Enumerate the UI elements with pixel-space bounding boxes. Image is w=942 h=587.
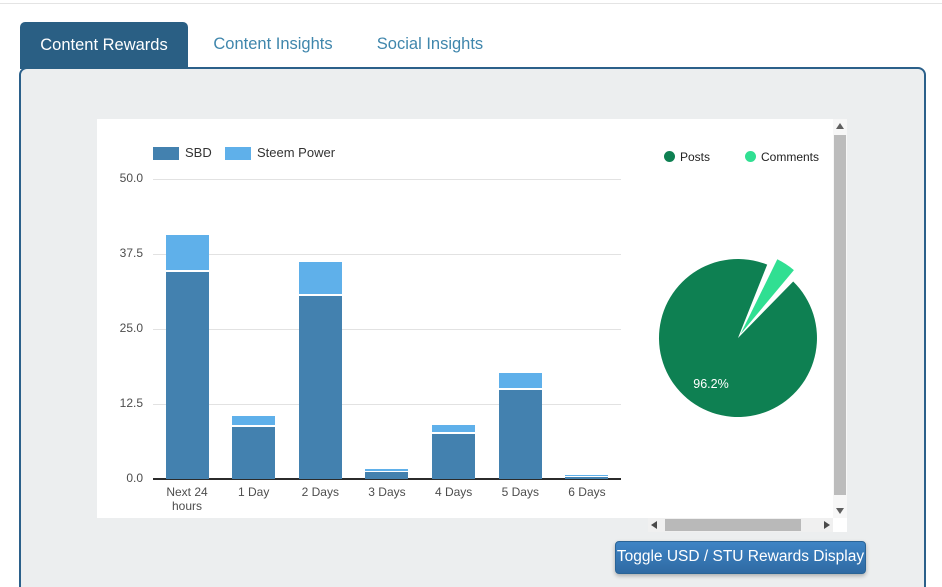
gridline xyxy=(153,254,621,255)
gridline xyxy=(153,179,621,180)
comments-legend-label: Comments xyxy=(761,150,820,164)
bar-segment-sbd[interactable] xyxy=(365,471,409,479)
bar-segment-steem-power[interactable] xyxy=(365,469,409,472)
bar-segment-steem-power[interactable] xyxy=(165,234,209,272)
vertical-scroll-thumb[interactable] xyxy=(834,135,846,495)
content-panel: SBD Steem Power 50.0 37.5 25.0 12.5 0.0 Next … xyxy=(19,67,926,587)
sbd-legend-swatch xyxy=(153,147,179,160)
bar-segment-steem-power[interactable] xyxy=(565,474,609,477)
x-axis-category-label: 5 Days xyxy=(501,485,539,499)
comments-legend-dot xyxy=(745,151,756,162)
tab-social-insights[interactable]: Social Insights xyxy=(376,35,484,53)
toggle-rewards-display-button[interactable]: Toggle USD / STU Rewards Display xyxy=(615,541,866,574)
bar-segment-sbd[interactable] xyxy=(232,426,276,479)
gridline xyxy=(153,329,621,330)
x-axis-baseline xyxy=(153,478,621,480)
posts-legend-label: Posts xyxy=(680,150,711,164)
vertical-scrollbar[interactable] xyxy=(833,119,847,518)
scrollbar-corner xyxy=(833,518,847,532)
posts-legend-dot xyxy=(664,151,675,162)
scroll-up-button[interactable] xyxy=(833,119,847,133)
bar-segment-sbd[interactable] xyxy=(298,296,342,479)
chart-card: SBD Steem Power 50.0 37.5 25.0 12.5 0.0 Next … xyxy=(97,119,833,518)
bar-segment-steem-power[interactable] xyxy=(232,415,276,427)
x-axis-category-label: 2 Days xyxy=(301,485,339,499)
scroll-right-button[interactable] xyxy=(819,518,833,532)
y-tick-label: 25.0 xyxy=(119,321,143,335)
y-tick-label: 0.0 xyxy=(126,471,143,485)
pie-slice-comments[interactable] xyxy=(740,259,794,334)
x-axis-category-label: 6 Days xyxy=(568,485,606,499)
x-axis-category-label: 3 Days xyxy=(368,485,406,499)
bar-segment-sbd[interactable] xyxy=(565,476,609,479)
bar-segment-sbd[interactable] xyxy=(165,272,209,479)
scroll-down-button[interactable] xyxy=(833,504,847,518)
x-axis-category-label: 1 Day xyxy=(237,485,270,499)
gridline xyxy=(153,404,621,405)
y-tick-label: 12.5 xyxy=(119,396,143,410)
bar-segment-sbd[interactable] xyxy=(498,389,542,479)
pie-chart xyxy=(658,258,817,417)
x-axis-category-label: Next 24 hours xyxy=(166,485,208,513)
top-divider xyxy=(0,3,942,4)
bar-segment-steem-power[interactable] xyxy=(432,424,476,434)
left-arrow-icon xyxy=(651,521,657,529)
bar-segment-sbd[interactable] xyxy=(432,434,476,479)
down-arrow-icon xyxy=(836,508,844,514)
y-tick-label: 50.0 xyxy=(119,171,143,185)
tab-content-rewards[interactable]: Content Rewards xyxy=(20,22,188,69)
horizontal-scrollbar[interactable] xyxy=(648,518,833,532)
scroll-left-button[interactable] xyxy=(648,518,662,532)
right-arrow-icon xyxy=(824,521,830,529)
pie-slice-posts[interactable] xyxy=(658,258,817,417)
bar-segment-steem-power[interactable] xyxy=(498,373,542,390)
tab-content-insights[interactable]: Content Insights xyxy=(213,35,333,53)
steem-power-legend-swatch xyxy=(225,147,251,160)
x-axis-category-label: 4 Days xyxy=(434,485,473,499)
steem-power-legend-label: Steem Power xyxy=(257,145,336,160)
horizontal-scroll-thumb[interactable] xyxy=(665,519,801,531)
bar-segment-steem-power[interactable] xyxy=(298,262,342,296)
pie-percentage-label: 96.2% xyxy=(693,377,729,391)
sbd-legend-label: SBD xyxy=(185,145,212,160)
up-arrow-icon xyxy=(836,123,844,129)
y-tick-label: 37.5 xyxy=(119,246,143,260)
